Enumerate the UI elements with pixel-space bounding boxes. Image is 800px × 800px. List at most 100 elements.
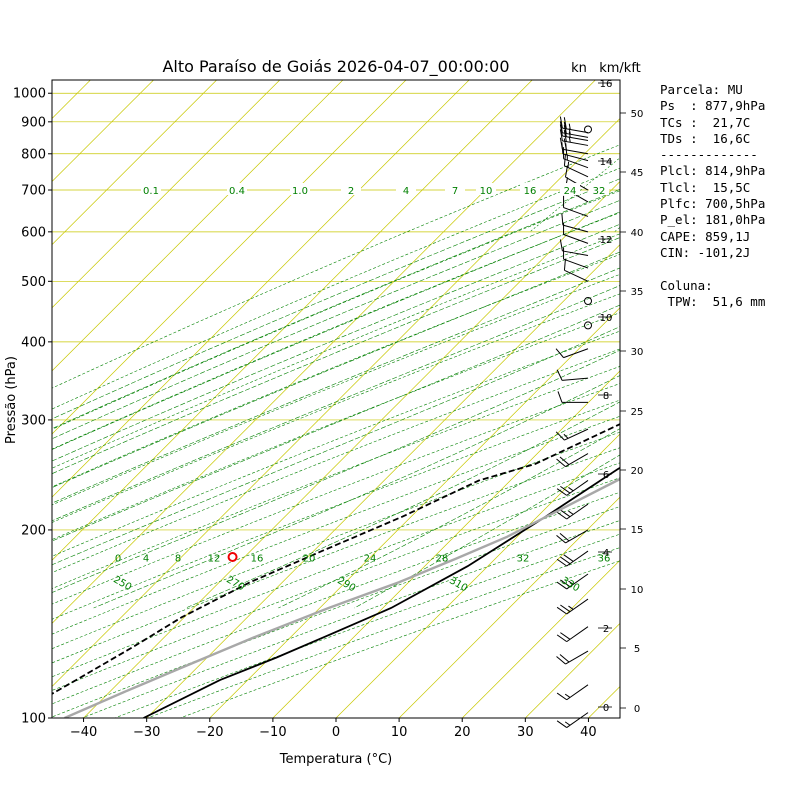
mixing-ratio-label-bg xyxy=(290,183,310,196)
upper-scale-label: 12 xyxy=(208,554,221,565)
wind-barb-staff xyxy=(564,165,589,178)
wind-barb-flag xyxy=(556,511,567,520)
plot-frame xyxy=(51,79,621,719)
moist-adiabat xyxy=(52,237,620,475)
y-tick-label: 700 xyxy=(21,184,46,199)
info-line: CAPE: 859,1J xyxy=(660,228,751,244)
info-line: Plfc: 700,5hPa xyxy=(660,196,766,212)
wind-barb-half-flag xyxy=(563,433,569,439)
wind-barb-flag xyxy=(560,632,571,640)
wind-barb-flag xyxy=(563,154,566,166)
y-tick-label: 800 xyxy=(21,147,46,162)
wind-barb-flag xyxy=(556,692,567,701)
wind-barb-flag xyxy=(563,121,567,134)
wind-barb-flag xyxy=(557,391,563,403)
x-tick-label: 20 xyxy=(454,725,471,740)
wind-barb-staff xyxy=(566,626,589,643)
wind-barb-flag xyxy=(556,656,566,665)
isotherm-line xyxy=(52,80,154,183)
mixing-ratio-label: 0.4 xyxy=(229,186,245,197)
info-line: TPW: 51,6 mm xyxy=(660,293,766,309)
info-line: TCs : 21,7C xyxy=(660,114,751,130)
height-km-label: 4 xyxy=(603,548,609,559)
mixing-ratio-label-bg xyxy=(341,183,361,196)
mixing-ratio-label-bg xyxy=(445,183,465,196)
height-km-label: 12 xyxy=(600,235,613,246)
wind-barb-staff xyxy=(566,684,589,701)
wind-barb-staff xyxy=(566,712,589,728)
info-line: CIN: -101,2J xyxy=(660,244,751,260)
wind-barb-staff xyxy=(566,503,589,520)
dry-adiabat-label: 270 xyxy=(224,574,246,593)
wind-barb-flag xyxy=(556,369,563,381)
dry-adiabat xyxy=(52,233,620,469)
wind-barb-staff xyxy=(562,140,589,146)
mixing-ratio-label-bg xyxy=(227,183,247,196)
mixing-ratio-label: 32 xyxy=(593,186,606,197)
moist-adiabat xyxy=(52,267,620,504)
upper-scale-label: 24 xyxy=(364,554,377,565)
upper-scale-label: 20 xyxy=(303,554,316,565)
upper-scale-label: 16 xyxy=(251,554,264,565)
wind-barb-staff xyxy=(562,127,589,134)
wind-barb-staff xyxy=(562,132,589,138)
wind-barb-staff xyxy=(565,453,589,468)
wind-barb-flag xyxy=(564,165,569,178)
height-kft-label: 10 xyxy=(631,585,644,596)
wind-barb-flag xyxy=(559,239,563,252)
height-km-label: 2 xyxy=(603,624,609,635)
mixing-ratio-label-bg xyxy=(396,183,416,196)
moist-adiabat xyxy=(93,375,620,609)
wind-barb-flag xyxy=(556,558,567,567)
mixing-ratio-label: 2 xyxy=(348,186,354,197)
wind-barb-half-flag xyxy=(568,136,571,143)
mixing-ratio-line xyxy=(783,80,800,232)
mixing-ratio-label-bg xyxy=(589,183,609,196)
wind-barb-flag xyxy=(556,535,566,544)
calm-wind-marker xyxy=(584,125,592,134)
wind-barb-staff xyxy=(563,348,589,359)
moist-adiabat xyxy=(52,200,620,440)
y-tick-label: 400 xyxy=(21,335,46,350)
x-tick-label: −20 xyxy=(196,725,223,740)
height-kft-label: 45 xyxy=(631,168,644,179)
wind-barb-flag xyxy=(555,348,564,358)
height-kft-label: 35 xyxy=(631,287,644,298)
isotherm-line xyxy=(398,496,620,718)
wind-barb-staff xyxy=(563,158,589,169)
height-km-label: 10 xyxy=(600,313,613,324)
y-tick-label: 900 xyxy=(21,115,46,130)
wind-barb-flag xyxy=(560,604,571,613)
height-kft-label: 40 xyxy=(631,228,644,239)
moist-adiabat xyxy=(52,178,620,420)
parcel-line xyxy=(64,477,620,718)
wind-barb-staff xyxy=(565,650,589,665)
wind-barb-flag xyxy=(559,116,563,129)
info-line xyxy=(660,261,765,277)
wind-barb-half-flag xyxy=(568,580,574,585)
wind-barb-flag xyxy=(563,554,574,562)
wind-barb-staff xyxy=(562,250,589,256)
height-kft-label: 15 xyxy=(631,525,644,536)
x-tick-label: 30 xyxy=(517,725,534,740)
info-line: Ps : 877,9hPa xyxy=(660,98,766,114)
wind-barb-flag xyxy=(559,129,563,142)
x-axis-label: Temperatura (°C) xyxy=(279,752,392,767)
mixing-ratio-label: 24 xyxy=(564,186,577,197)
height-kft-label: 30 xyxy=(631,347,644,358)
y-tick-label: 1000 xyxy=(13,87,46,102)
mixing-ratio-label-bg xyxy=(560,183,580,196)
wind-barb-flag xyxy=(559,456,570,465)
wind-barb-staff xyxy=(566,480,589,496)
wind-barb-staff xyxy=(566,550,589,567)
moist-adiabat xyxy=(52,223,620,462)
wind-barb-half-flag xyxy=(567,161,570,168)
wind-units-label: kn xyxy=(571,61,587,76)
height-kft-label: 0 xyxy=(634,704,640,715)
mixing-ratio-label-bg xyxy=(141,183,161,196)
wind-barb-staff xyxy=(562,377,589,381)
upper-scale-label: 32 xyxy=(517,554,530,565)
parcel-info-panel: Parcela: MU Ps : 877,9hPa TCs : 21,7C TDs :… xyxy=(660,82,765,310)
